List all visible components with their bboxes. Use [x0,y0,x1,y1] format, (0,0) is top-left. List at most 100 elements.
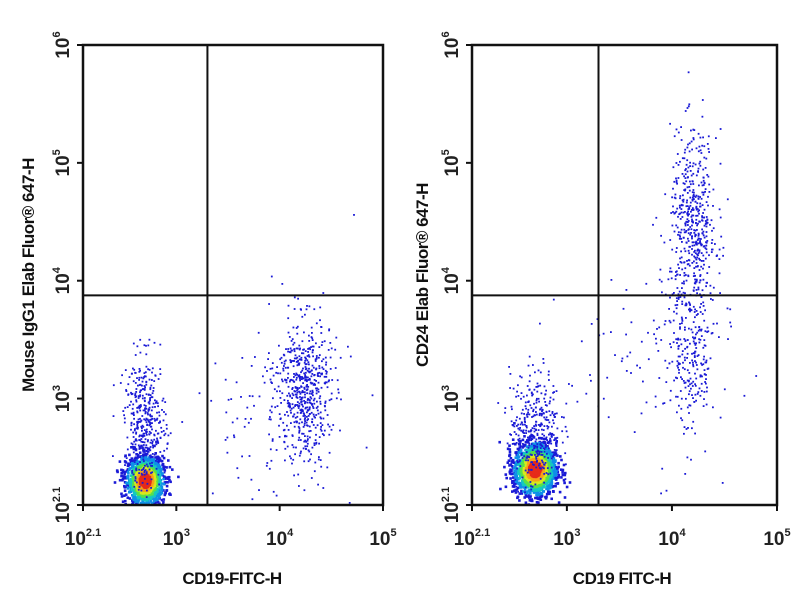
event-dot [674,193,677,196]
event-dot [546,427,549,430]
event-dot [669,399,672,402]
event-dot [680,139,683,141]
event-dot [564,452,567,455]
event-dot [281,392,284,395]
event-dot [526,439,529,442]
event-dot [704,257,707,260]
event-dot [535,424,537,427]
event-dot [684,177,687,179]
event-dot [683,228,686,231]
event-dot [153,417,156,420]
event-dot [139,394,142,397]
event-dot [308,406,311,409]
event-dot [312,407,315,409]
event-dot [160,488,164,491]
event-dot [690,228,693,231]
event-dot [510,434,512,436]
event-dot [248,395,251,397]
event-dot [146,452,149,455]
event-dot [693,198,695,200]
event-dot [328,329,330,332]
event-dot [513,469,516,473]
event-dot [702,184,705,186]
event-dot [695,147,698,150]
event-dot [136,345,139,348]
event-dot [541,466,544,469]
event-dot [312,384,315,386]
event-dot [561,473,565,477]
event-dot [243,425,246,428]
event-dot [297,297,299,300]
event-dot [511,443,514,445]
event-dot [157,461,160,464]
event-dot [538,451,541,454]
event-dot [679,195,682,197]
event-dot [678,204,681,207]
event-dot [703,263,705,266]
event-dot [527,411,529,414]
event-dot [150,396,153,398]
event-dot [278,344,280,347]
event-dot [147,413,149,416]
event-dot [276,366,278,368]
event-dot [154,374,157,377]
event-dot [340,398,342,401]
event-dot [515,433,518,436]
event-dot [282,367,285,370]
event-dot [671,248,674,251]
event-dot [699,149,702,152]
event-dot [701,99,704,101]
event-dot [138,407,141,410]
event-dot [310,411,313,414]
event-dot [324,356,327,359]
event-dot [143,404,146,407]
event-dot [564,471,567,475]
event-dot [673,310,675,313]
event-dot [305,308,308,311]
event-dot [309,378,311,381]
event-dot [678,267,680,269]
event-dot [124,485,127,489]
event-dot [136,475,139,478]
event-dot [141,394,144,397]
event-dot [307,460,310,463]
event-dot [660,339,663,341]
event-dot [532,415,535,418]
event-dot [284,413,286,416]
event-dot [133,494,137,498]
event-dot [680,316,683,319]
event-dot [151,418,154,420]
event-dot [705,216,708,218]
event-dot [542,358,545,360]
event-dot [676,273,678,276]
event-dot [143,432,146,435]
event-dot [538,400,540,403]
event-dot [694,252,697,255]
event-dot [286,445,289,448]
event-dot [681,216,684,218]
event-dot [119,382,122,384]
event-dot [679,160,681,163]
event-dot [126,487,130,490]
event-dot [712,188,715,191]
event-dot [544,448,548,451]
event-dot [519,465,522,467]
event-dot [704,167,707,169]
event-dot [564,425,567,428]
event-dot [130,460,133,462]
event-dot [695,214,697,217]
event-dot [163,475,166,478]
event-dot [517,384,519,387]
event-dot [147,410,150,412]
event-dot [508,453,512,457]
event-dot [130,488,134,491]
event-dot [546,467,549,469]
event-dot [162,466,165,469]
event-dot [152,502,156,505]
event-dot [317,381,320,384]
event-dot [538,464,540,467]
event-dot [293,425,296,428]
event-dot [159,368,162,370]
event-dot [284,359,287,362]
event-dot [524,486,527,489]
